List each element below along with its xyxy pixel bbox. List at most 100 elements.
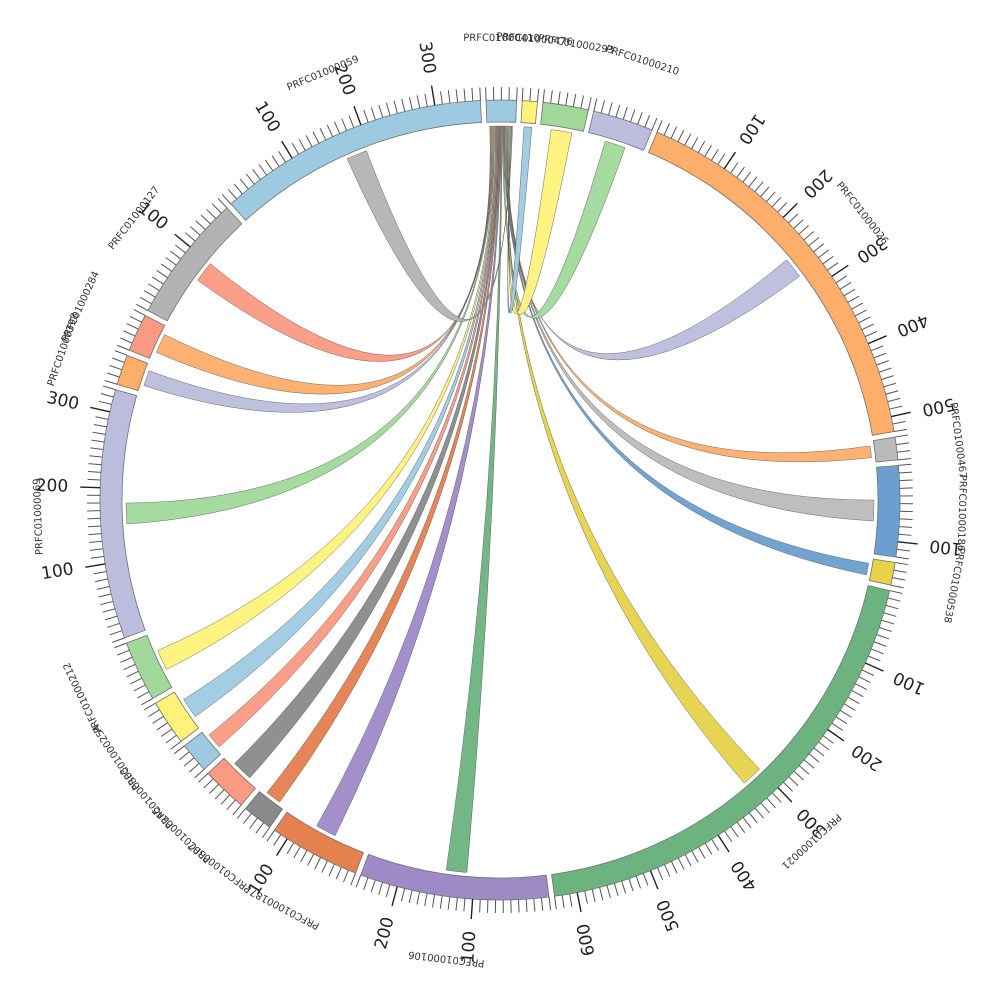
tick-prfc01000106-150 [431,894,436,908]
tick-prfc01000254-50 [148,709,160,718]
tick-prfc01000187-100 [275,838,288,857]
tick-prfc01000127-30 [147,283,160,291]
tick-prfc01000021-630 [554,896,557,910]
tick-prfc01000059-310 [440,91,443,105]
tick-prfc01000026-130 [742,171,752,183]
tick-label-prfc01000026-400: 400 [894,309,932,340]
tick-prfc01000059-0 [221,194,232,205]
segment-prfc01000069[interactable] [99,389,146,639]
tick-prfc01000026-360 [854,309,867,317]
tick-prfc01000021-390 [724,830,733,843]
tick-prfc01000187-50 [314,857,321,870]
tick-prfc01000021-30 [883,612,897,617]
tick-prfc01000538-30 [890,584,904,589]
ribbon-prfc01000467-to-prfc01000410[interactable] [505,125,872,463]
tick-prfc01000021-370 [736,821,746,833]
tick-prfc01000106-100 [470,899,474,920]
tick-prfc01000026-70 [704,145,712,157]
tick-prfc01000210-70 [644,114,651,128]
tick-prfc01000307-20 [249,817,258,829]
tick-prfc01000127-40 [152,276,164,285]
tick-prfc01000538-10 [893,569,907,573]
segment-prfc01000284[interactable] [128,314,166,359]
tick-prfc01000021-400 [717,834,730,853]
ribbon-prfc01000476-to-prfc01000410[interactable] [507,125,533,314]
ribbon-prfc01000069-to-prfc01000410[interactable] [125,125,495,525]
segment-prfc01000398[interactable] [116,354,149,392]
ribbon-prfc01000303-to-prfc01000410[interactable] [208,125,498,748]
segment-prfc01000538[interactable] [868,558,896,586]
tick-prfc01000127-70 [165,257,177,266]
segment-prfc01000212[interactable] [125,634,173,699]
tick-prfc01000127-0 [136,303,149,311]
ribbon-prfc01000187-to-prfc01000410[interactable] [316,125,502,836]
tick-prfc01000021-350 [748,812,758,824]
ribbon-prfc01000284-to-prfc01000410[interactable] [156,125,493,395]
tick-prfc01000303-0 [194,768,205,779]
ribbon-prfc01000538-to-prfc01000410[interactable] [503,125,869,576]
segment-prfc01000245[interactable] [207,757,256,806]
segment-prfc01000410[interactable] [485,99,518,123]
tick-prfc01000186-110 [896,548,910,552]
tick-prfc01000026-150 [754,181,764,193]
ribbon-prfc01000254-to-prfc01000410[interactable] [183,125,497,718]
tick-prfc01000069-70 [96,586,110,590]
tick-prfc01000021-330 [760,802,770,814]
ribbon-prfc01000245-to-prfc01000410[interactable] [234,125,500,779]
tick-prfc01000021-40 [881,619,895,625]
ribbon-prfc01000210-to-prfc01000410[interactable] [507,125,626,319]
segment-prfc01000106[interactable] [360,853,550,901]
ribbon-prfc01000106-to-prfc01000410[interactable] [445,125,503,873]
tick-prfc01000026-240 [803,231,815,241]
ribbon-prfc01000186-to-prfc01000410[interactable] [504,125,875,522]
tick-prfc01000212-20 [133,684,146,692]
segment-prfc01000467[interactable] [872,436,899,463]
segment-prfc01000021[interactable] [551,585,891,897]
tick-prfc01000021-540 [621,880,627,894]
segment-prfc01000303[interactable] [183,731,221,770]
tick-prfc01000021-320 [766,797,776,809]
tick-prfc01000026-430 [876,360,889,366]
tick-prfc01000069-90 [93,571,107,575]
ribbon-prfc01000398-to-prfc01000410[interactable] [143,125,494,413]
tick-prfc01000021-250 [803,759,815,769]
ribbon-prfc01000059-to-prfc01000410[interactable] [346,125,513,322]
tick-prfc01000212-80 [114,642,127,649]
ribbon-prfc01000021-to-prfc01000410[interactable] [502,125,760,784]
segment-label-prfc01000069: PRFC01000069 [32,478,46,555]
tick-prfc01000059-260 [401,98,406,112]
ribbon-prfc01000212-to-prfc01000410[interactable] [157,125,496,670]
tick-prfc01000254-20 [161,728,173,737]
ribbon-prfc01000307-to-prfc01000410[interactable] [266,125,501,803]
segment-prfc01000476[interactable] [520,100,538,125]
segment-prfc01000307[interactable] [244,791,284,828]
tick-prfc01000021-220 [818,741,830,751]
ribbon-prfc01000293-to-prfc01000410[interactable] [508,125,573,315]
tick-label-prfc01000186-100: 100 [929,535,963,558]
tick-prfc01000026-290 [827,262,839,271]
segment-prfc01000186[interactable] [873,464,901,558]
tick-label-prfc01000021-600: 600 [574,922,600,958]
segment-prfc01000293[interactable] [540,101,589,132]
segment-layer [99,99,901,901]
tick-prfc01000127-110 [184,232,196,242]
tick-prfc01000127-90 [174,244,186,254]
tick-prfc01000245-50 [203,778,214,789]
ribbon-prfc01000026-to-prfc01000410[interactable] [506,125,800,361]
tick-prfc01000021-60 [876,634,890,640]
segment-label-prfc01000538: PRFC01000538 [941,547,966,624]
ribbon-prfc01000127-to-prfc01000410[interactable] [197,125,492,362]
tick-prfc01000127-20 [143,290,156,298]
segment-prfc01000127[interactable] [147,207,243,322]
segment-prfc01000210[interactable] [588,110,653,151]
tick-prfc01000059-180 [341,118,348,131]
segment-prfc01000187[interactable] [273,811,364,874]
tick-prfc01000021-520 [635,875,642,889]
tick-prfc01000069-20 [106,622,120,628]
tick-prfc01000212-70 [117,649,130,656]
tick-prfc01000026-370 [858,316,871,324]
segment-label-prfc01000186: PRFC01000186 [955,475,968,552]
segment-prfc01000059[interactable] [230,100,482,221]
segment-prfc01000026[interactable] [647,131,895,436]
segment-prfc01000254[interactable] [154,691,200,742]
